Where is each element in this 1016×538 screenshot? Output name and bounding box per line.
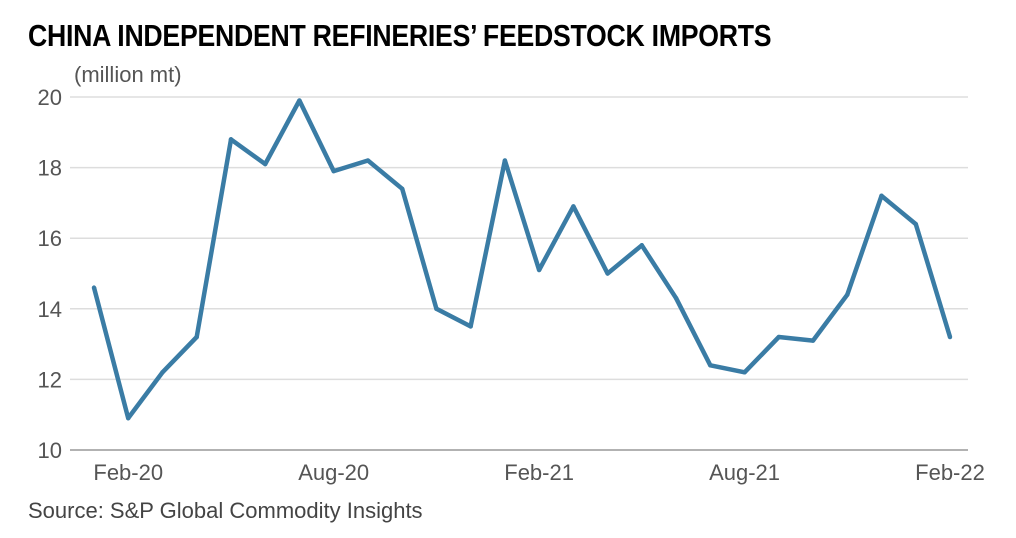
- data-point-Oct-20: [399, 186, 405, 191]
- data-point-Dec-20: [468, 324, 473, 329]
- y-tick-label: 14: [38, 297, 62, 322]
- data-point-Jul-20: [297, 98, 302, 103]
- data-point-Feb-22: [947, 334, 953, 340]
- data-point-Dec-21: [879, 193, 884, 199]
- x-tick-label: Feb-22: [915, 460, 985, 485]
- data-point-Nov-20: [434, 306, 439, 311]
- x-tick-label: Feb-20: [93, 460, 163, 485]
- data-point-Mar-20: [160, 370, 165, 375]
- y-tick-label: 16: [38, 226, 62, 251]
- x-tick-label: Feb-21: [504, 460, 574, 485]
- data-point-Apr-20: [194, 334, 199, 340]
- y-tick-label: 18: [38, 156, 62, 181]
- data-point-Feb-21: [536, 267, 542, 273]
- data-point-Jan-21: [502, 158, 508, 163]
- data-point-May-20: [228, 137, 234, 142]
- data-point-Jun-21: [673, 296, 679, 301]
- y-tick-label: 20: [38, 85, 62, 110]
- data-point-Jan-20: [91, 285, 97, 290]
- series-line: [91, 98, 953, 421]
- data-point-May-21: [639, 243, 645, 248]
- x-tick-label: Aug-20: [298, 460, 369, 485]
- data-point-Aug-20: [331, 168, 336, 174]
- x-tick-label: Aug-21: [709, 460, 780, 485]
- data-point-Sep-20: [365, 158, 371, 163]
- data-point-Mar-21: [571, 204, 576, 209]
- y-tick-label: 12: [38, 367, 62, 392]
- data-point-Sep-21: [776, 334, 781, 340]
- data-point-Jan-22: [913, 221, 918, 227]
- data-point-Jul-21: [708, 363, 713, 368]
- chart-title: CHINA INDEPENDENT REFINERIES’ FEEDSTOCK …: [28, 18, 772, 53]
- y-tick-label: 10: [38, 438, 62, 463]
- data-point-Nov-21: [845, 292, 850, 297]
- data-point-Oct-21: [810, 338, 816, 343]
- data-point-Aug-21: [742, 370, 747, 375]
- data-point-Jun-20: [263, 161, 268, 167]
- data-point-Feb-20: [126, 416, 131, 421]
- source-note: Source: S&P Global Commodity Insights: [28, 498, 423, 523]
- y-axis-label: (million mt): [74, 62, 182, 87]
- data-point-Apr-21: [605, 271, 610, 276]
